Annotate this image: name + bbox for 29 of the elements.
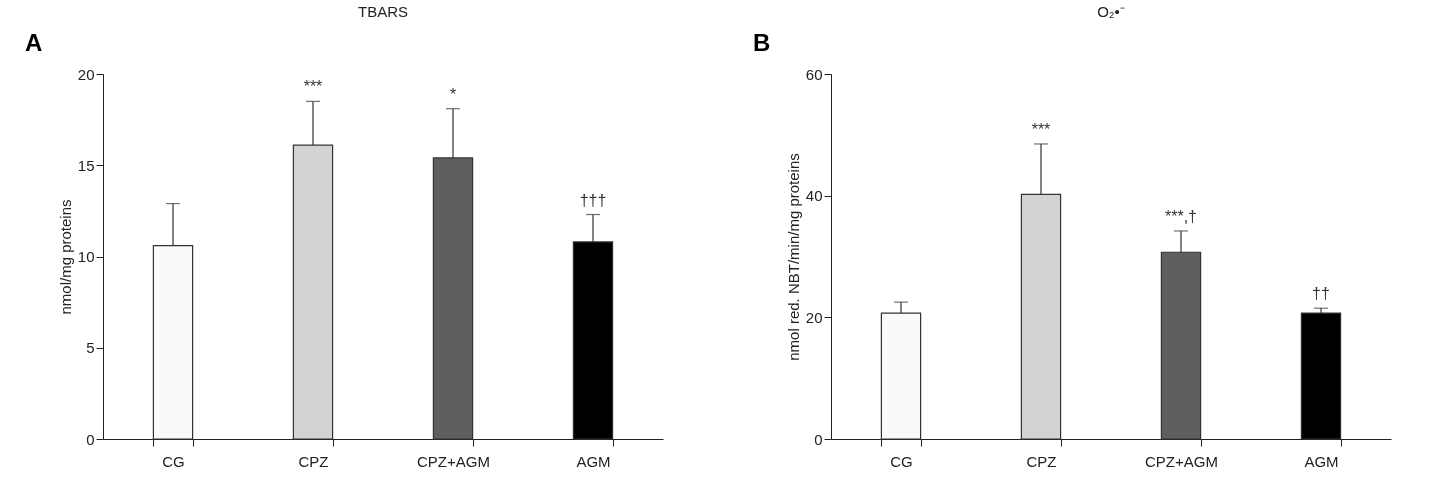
x-tick-label: CG <box>162 452 185 470</box>
y-tick-label: 0 <box>814 430 823 448</box>
annotation: ††† <box>579 191 607 209</box>
chart-title: TBARS <box>357 3 409 20</box>
x-tick-label: CPZ <box>298 452 329 470</box>
y-tick-label: 15 <box>77 156 95 174</box>
annotation: * <box>449 85 457 103</box>
annotation: ***,† <box>1164 207 1198 225</box>
annotation: *** <box>1031 120 1051 138</box>
text: A <box>25 29 43 56</box>
text: B <box>753 29 771 56</box>
y-tick-label: 0 <box>86 430 95 448</box>
y-axis-title: nmol/mg proteins <box>56 199 74 315</box>
annotation: *** <box>303 78 323 96</box>
y-tick-label: 20 <box>805 308 823 326</box>
x-tick-label: CPZ+AGM <box>417 452 490 470</box>
x-tick-label: AGM <box>1304 452 1339 470</box>
y-tick-label: 5 <box>86 339 95 357</box>
y-tick-label: 10 <box>77 248 95 265</box>
chart-title: O₂•⁻ <box>1097 3 1125 20</box>
x-tick-label: AGM <box>576 452 611 470</box>
x-tick-label: CPZ <box>1026 452 1057 470</box>
y-tick-label: 60 <box>805 65 823 83</box>
annotation: †† <box>1312 285 1330 303</box>
x-tick-label: CPZ+AGM <box>1145 452 1218 470</box>
y-axis-title: nmol red. NBT/min/mg proteins <box>784 153 802 361</box>
y-tick-label: 40 <box>805 187 823 205</box>
x-tick-label: CG <box>890 452 913 470</box>
y-tick-label: 20 <box>77 65 95 83</box>
